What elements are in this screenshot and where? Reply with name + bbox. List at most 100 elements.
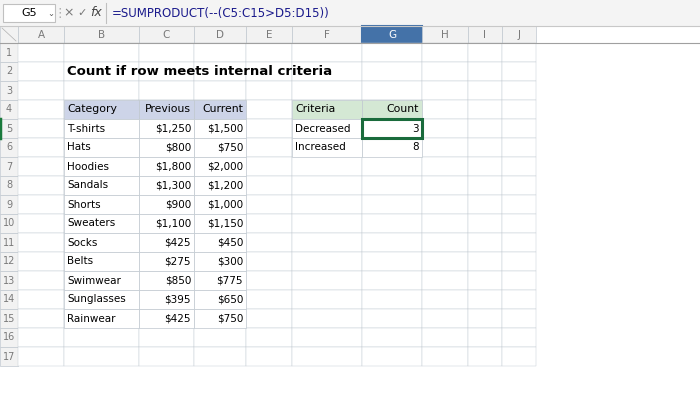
FancyBboxPatch shape [0,0,700,26]
FancyBboxPatch shape [139,233,194,252]
FancyBboxPatch shape [502,347,536,366]
FancyBboxPatch shape [468,138,502,157]
FancyBboxPatch shape [139,81,194,100]
FancyBboxPatch shape [422,138,468,157]
FancyBboxPatch shape [0,138,18,157]
FancyBboxPatch shape [502,62,536,81]
FancyBboxPatch shape [64,252,139,271]
FancyBboxPatch shape [0,252,18,271]
FancyBboxPatch shape [18,62,64,81]
Text: $900: $900 [164,200,191,210]
FancyBboxPatch shape [139,157,194,176]
FancyBboxPatch shape [194,233,246,252]
FancyBboxPatch shape [468,195,502,214]
FancyBboxPatch shape [18,26,64,43]
FancyBboxPatch shape [139,290,194,309]
Text: 8: 8 [412,142,419,152]
FancyBboxPatch shape [194,138,246,157]
Text: Sandals: Sandals [67,180,108,190]
FancyBboxPatch shape [468,233,502,252]
FancyBboxPatch shape [139,100,194,119]
Text: $300: $300 [217,256,243,266]
Text: $2,000: $2,000 [207,162,243,172]
FancyBboxPatch shape [139,26,194,43]
FancyBboxPatch shape [362,43,422,62]
FancyBboxPatch shape [139,214,194,233]
FancyBboxPatch shape [468,252,502,271]
FancyBboxPatch shape [194,309,246,328]
FancyBboxPatch shape [292,62,362,81]
Text: T-shirts: T-shirts [67,124,105,134]
FancyBboxPatch shape [292,176,362,195]
FancyBboxPatch shape [64,43,139,62]
Text: $850: $850 [164,276,191,286]
FancyBboxPatch shape [64,138,139,157]
Text: $1,800: $1,800 [155,162,191,172]
FancyBboxPatch shape [422,119,468,138]
FancyBboxPatch shape [18,176,64,195]
FancyBboxPatch shape [292,100,362,119]
Text: 6: 6 [6,142,12,152]
FancyBboxPatch shape [194,81,246,100]
FancyBboxPatch shape [0,309,18,328]
FancyBboxPatch shape [194,138,246,157]
FancyBboxPatch shape [422,252,468,271]
FancyBboxPatch shape [194,43,246,62]
FancyBboxPatch shape [0,176,18,195]
FancyBboxPatch shape [0,81,18,100]
FancyBboxPatch shape [194,271,246,290]
FancyBboxPatch shape [18,290,64,309]
FancyBboxPatch shape [0,214,18,233]
FancyBboxPatch shape [502,138,536,157]
FancyBboxPatch shape [18,138,64,157]
Text: F: F [324,30,330,40]
FancyBboxPatch shape [64,81,139,100]
FancyBboxPatch shape [468,328,502,347]
FancyBboxPatch shape [246,138,292,157]
FancyBboxPatch shape [194,176,246,195]
FancyBboxPatch shape [194,271,246,290]
Text: Swimwear: Swimwear [67,276,121,286]
FancyBboxPatch shape [292,233,362,252]
FancyBboxPatch shape [18,119,64,138]
Text: I: I [484,30,486,40]
FancyBboxPatch shape [64,119,139,138]
FancyBboxPatch shape [362,233,422,252]
FancyBboxPatch shape [18,195,64,214]
Text: 15: 15 [3,314,15,324]
FancyBboxPatch shape [246,252,292,271]
FancyBboxPatch shape [0,43,18,62]
FancyBboxPatch shape [64,290,139,309]
FancyBboxPatch shape [422,271,468,290]
Text: Sunglasses: Sunglasses [67,294,126,304]
FancyBboxPatch shape [246,62,292,81]
FancyBboxPatch shape [422,195,468,214]
FancyBboxPatch shape [64,309,139,328]
FancyBboxPatch shape [0,271,18,290]
FancyBboxPatch shape [246,271,292,290]
FancyBboxPatch shape [502,119,536,138]
Text: $450: $450 [216,238,243,248]
Text: =SUMPRODUCT(--(C5:C15>D5:D15)): =SUMPRODUCT(--(C5:C15>D5:D15)) [112,6,330,20]
FancyBboxPatch shape [468,271,502,290]
FancyBboxPatch shape [139,271,194,290]
Text: Count if row meets internal criteria: Count if row meets internal criteria [67,65,332,78]
FancyBboxPatch shape [292,271,362,290]
FancyBboxPatch shape [362,26,422,43]
FancyBboxPatch shape [64,176,139,195]
Text: ×: × [64,6,74,20]
FancyBboxPatch shape [18,252,64,271]
Text: 3: 3 [412,124,419,134]
FancyBboxPatch shape [139,195,194,214]
Text: Criteria: Criteria [295,104,335,114]
FancyBboxPatch shape [422,81,468,100]
FancyBboxPatch shape [64,195,139,214]
Text: 3: 3 [412,124,419,134]
FancyBboxPatch shape [292,43,362,62]
FancyBboxPatch shape [139,138,194,157]
FancyBboxPatch shape [64,271,139,290]
FancyBboxPatch shape [468,81,502,100]
FancyBboxPatch shape [139,271,194,290]
Text: 10: 10 [3,218,15,228]
FancyBboxPatch shape [194,233,246,252]
